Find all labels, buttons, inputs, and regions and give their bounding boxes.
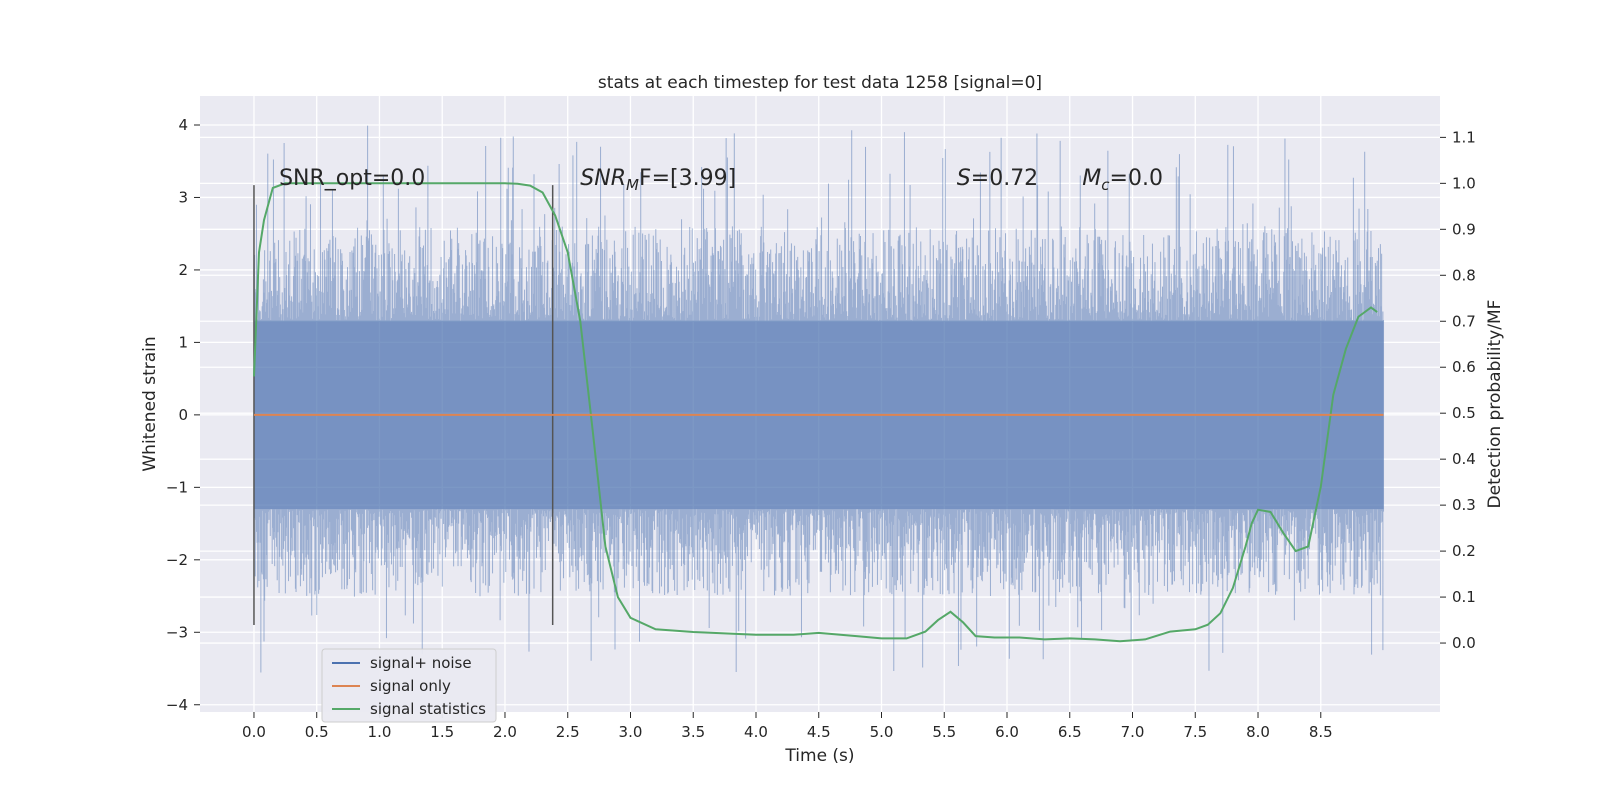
y2-tick-label: 0.3 xyxy=(1452,496,1476,514)
legend-label-signal-noise: signal+ noise xyxy=(370,654,472,672)
x-tick-label: 6.0 xyxy=(995,723,1019,741)
y2-axis-label: Detection probability/MF xyxy=(1485,300,1505,509)
y-tick-label: −1 xyxy=(166,478,188,496)
data-layer xyxy=(253,182,1384,643)
legend-box xyxy=(321,648,497,723)
annotations: SNR_opt=0.0 SNRMF=[3.99] S=0.72 Mc=0.0 xyxy=(279,166,1163,194)
y2-tick-label: 0.6 xyxy=(1452,358,1476,376)
y2-tick-label: 0.0 xyxy=(1452,634,1476,652)
x-tick-label: 5.0 xyxy=(870,723,894,741)
y-tick-label: 3 xyxy=(178,188,188,206)
y2-tick-label: 1.1 xyxy=(1452,128,1476,146)
y-axis-label: Whitened strain xyxy=(140,336,160,471)
annotation: SNR_opt=0.0 xyxy=(279,166,425,191)
x-tick-label: 0.0 xyxy=(242,723,266,741)
y2-tick-label: 0.1 xyxy=(1452,588,1476,606)
annotation: S=0.72 xyxy=(957,166,1038,191)
y2-tick-label: 0.2 xyxy=(1452,542,1476,560)
y-tick-label: −2 xyxy=(166,551,188,569)
x-tick-label: 0.5 xyxy=(305,723,329,741)
x-tick-label: 7.0 xyxy=(1121,723,1145,741)
y2-tick-label: 0.4 xyxy=(1452,450,1476,468)
x-tick-label: 1.0 xyxy=(368,723,392,741)
y-tick-label: −4 xyxy=(166,696,188,714)
y-tick-label: −3 xyxy=(166,623,188,641)
series-signal-statistics xyxy=(253,182,1378,643)
chart-title: stats at each timestep for test data 125… xyxy=(598,73,1042,93)
x-tick-label: 4.5 xyxy=(807,723,831,741)
axis-ticks: 0.0 0.5 1.0 1.5 2.0 2.5 3.0 3.5 4.0 4.5 5.0 5.5 6.0 6… xyxy=(166,116,1476,741)
x-tick-label: 3.0 xyxy=(619,723,643,741)
y-tick-label: 0 xyxy=(178,406,188,424)
y-tick-label: 2 xyxy=(178,261,188,279)
x-tick-label: 7.5 xyxy=(1183,723,1207,741)
x-tick-label: 5.5 xyxy=(932,723,956,741)
x-tick-label: 2.0 xyxy=(493,723,517,741)
y2-tick-label: 0.9 xyxy=(1452,220,1476,238)
x-tick-label: 8.0 xyxy=(1246,723,1270,741)
x-tick-label: 8.5 xyxy=(1309,723,1333,741)
x-axis-label: Time (s) xyxy=(784,746,854,766)
x-tick-label: 3.5 xyxy=(681,723,705,741)
y2-tick-label: 0.5 xyxy=(1452,404,1476,422)
x-tick-label: 6.5 xyxy=(1058,723,1082,741)
legend-label-signal-only: signal only xyxy=(370,677,451,695)
y-tick-label: 1 xyxy=(178,333,188,351)
x-tick-label: 2.5 xyxy=(556,723,580,741)
x-tick-label: 4.0 xyxy=(744,723,768,741)
annotation: Mc=0.0 xyxy=(1082,166,1163,194)
y2-tick-label: 0.7 xyxy=(1452,312,1476,330)
y2-tick-label: 1.0 xyxy=(1452,174,1476,192)
y2-tick-label: 0.8 xyxy=(1452,266,1476,284)
legend: signal+ noise signal only signal statist… xyxy=(321,648,497,723)
y-tick-label: 4 xyxy=(178,116,188,134)
annotation: SNRMF=[3.99] xyxy=(580,166,736,194)
x-tick-label: 1.5 xyxy=(430,723,454,741)
legend-label-signal-statistics: signal statistics xyxy=(370,700,486,718)
